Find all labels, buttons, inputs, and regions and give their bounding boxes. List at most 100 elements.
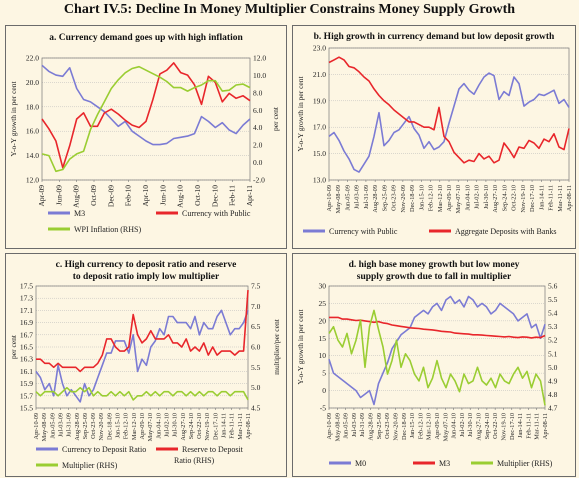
- y-right-tick-label: 4.0: [253, 123, 263, 132]
- x-tick-label: Sep-25-09: [376, 413, 383, 439]
- y-tick-label: 12.0: [26, 176, 39, 185]
- x-tick-label: Mar-12-10: [426, 413, 433, 440]
- y-tick-label: 16.7: [20, 330, 33, 339]
- legend-label: Currency with Public: [329, 227, 398, 236]
- x-tick-label: Oct-22-10: [511, 185, 518, 211]
- y-tick-label: 17.5: [20, 282, 33, 291]
- x-tick-label: Jul-30-10: [172, 413, 179, 437]
- x-tick-label: Jan-15-10: [409, 413, 416, 438]
- y-tick-label: 17.1: [20, 306, 33, 315]
- series-line-red: [329, 316, 546, 339]
- x-tick-label: Apr-10-09: [33, 413, 40, 439]
- y-tick-label: 5: [322, 369, 326, 378]
- x-tick-label: Feb-12-10: [417, 413, 424, 439]
- x-tick-label: Sep-24-10: [484, 413, 491, 439]
- series-line-red: [41, 62, 251, 169]
- series-line-red: [36, 290, 249, 373]
- x-tick-label: Feb-11-11: [525, 413, 532, 439]
- x-tick-label: Nov-20-09: [400, 185, 407, 213]
- y-right-tick-label: 8.0: [253, 88, 263, 97]
- panel-title: a. Currency demand goes up with high inf…: [49, 33, 243, 43]
- x-tick-label: Dec-18-09: [106, 413, 113, 440]
- x-tick-label: Dec-18-09: [401, 413, 408, 440]
- x-tick-label: Feb-10: [124, 185, 133, 206]
- y-right-tick-label: 5.0: [548, 363, 558, 372]
- x-tick-label: May-08-09: [335, 185, 342, 213]
- legend-label: Currency with Public: [182, 209, 251, 218]
- y-tick-label: 30: [319, 282, 327, 291]
- panel-title: supply growth due to fall in multiplier: [357, 272, 512, 282]
- y-right-tick-label: 5.2: [548, 336, 558, 345]
- y-right-tick-label: 6.0: [251, 343, 261, 352]
- x-tick-label: Aug-09: [72, 185, 81, 208]
- y-right-tick-label: 5.6: [548, 282, 558, 291]
- x-tick-label: Mar-11-11: [237, 413, 244, 440]
- y-right-tick-label: 2.0: [253, 141, 263, 150]
- x-tick-label: Nov-20-09: [98, 413, 105, 441]
- x-tick-label: Dec-17-10: [529, 185, 536, 212]
- y-tick-label: 20.0: [26, 78, 39, 87]
- x-tick-label: Jan-14-11: [517, 413, 524, 438]
- y-right-tick-label: 5.1: [548, 349, 558, 358]
- panel-title: c. High currency to deposit ratio and re…: [56, 260, 237, 270]
- panel-c: c. High currency to deposit ratio and re…: [5, 253, 287, 477]
- x-tick-label: Feb-11: [228, 185, 237, 206]
- y-tick-label: 16.1: [20, 367, 33, 376]
- y-tick-label: -5: [320, 404, 326, 413]
- y-tick-label: 20: [319, 316, 327, 325]
- panel-b: b. High growth in currency demand but lo…: [292, 25, 576, 249]
- x-tick-label: Oct-22-10: [196, 413, 203, 439]
- x-tick-label: May-07-10: [147, 413, 154, 441]
- x-tick-label: Nov-20-09: [392, 413, 399, 441]
- x-tick-label: Apr-08-11: [245, 413, 252, 439]
- y-axis-label: per cent: [9, 334, 18, 359]
- y-axis-label: Y-o-Y growth in per cent: [9, 81, 18, 157]
- x-tick-label: Jun-05-09: [343, 413, 350, 439]
- y-tick-label: 15.0: [313, 149, 326, 158]
- x-tick-label: Aug-28-09: [368, 413, 375, 441]
- x-tick-label: Jan-15-10: [115, 413, 122, 438]
- y-tick-label: 16.3: [20, 355, 33, 364]
- x-tick-label: Dec-17-10: [509, 413, 516, 440]
- y-tick-label: 15: [319, 334, 327, 343]
- y-tick-label: 15.5: [20, 404, 33, 413]
- x-tick-label: Nov-19-10: [520, 185, 527, 213]
- x-tick-label: Apr-09-10: [434, 413, 441, 439]
- x-tick-label: Jul-03-09: [351, 413, 358, 437]
- figure-title: Chart IV.5: Decline In Money Multiplier …: [63, 2, 516, 17]
- y-tick-label: 15.9: [20, 379, 33, 388]
- x-tick-label: Feb-12-10: [123, 413, 130, 439]
- chart-svg: d. high base money growth but low money s…: [296, 260, 558, 468]
- y-right-tick-label: 5.5: [251, 363, 261, 372]
- x-tick-label: Apr-10-09: [326, 185, 333, 211]
- y-right-tick-label: 4.8: [548, 390, 558, 399]
- x-tick-label: Dec-18-09: [409, 185, 416, 212]
- y-right-tick-label: 6.0: [253, 106, 263, 115]
- x-tick-label: May-08-09: [41, 413, 48, 441]
- x-tick-label: Apr-09-10: [139, 413, 146, 439]
- y-right-tick-label: 4.7: [548, 404, 558, 413]
- x-tick-label: Jan-14-11: [538, 185, 545, 210]
- legend-label: M0: [355, 459, 366, 468]
- x-tick-label: Aug-27-10: [492, 185, 499, 213]
- x-tick-label: Jul-31-09: [359, 413, 366, 437]
- y-tick-label: 15.7: [20, 391, 33, 400]
- y-tick-label: 16.9: [20, 318, 33, 327]
- x-tick-label: Mar-12-10: [437, 185, 444, 212]
- series-line-green: [328, 309, 546, 406]
- x-tick-label: Jul-02-10: [474, 185, 481, 209]
- series-line-green: [41, 65, 251, 173]
- y-axis-label: Y-o-Y growth in per cent: [296, 309, 305, 385]
- panel-a: a. Currency demand goes up with high inf…: [5, 25, 287, 249]
- y-tick-label: 16.5: [20, 343, 33, 352]
- x-tick-label: Jan-15-10: [418, 185, 425, 210]
- x-tick-label: May-07-10: [455, 185, 462, 213]
- y-axis-label: Y-o-Y growth in per cent: [296, 76, 305, 152]
- x-tick-label: Mar-12-10: [131, 413, 138, 440]
- x-tick-label: Apr-10-09: [326, 413, 333, 439]
- x-tick-label: Dec-09: [106, 185, 115, 207]
- y-right-axis-label: per cent: [271, 106, 280, 131]
- chart-svg: a. Currency demand goes up with high inf…: [9, 33, 280, 234]
- x-tick-label: Jul-30-10: [483, 185, 490, 209]
- x-tick-label: Mar-11-11: [534, 413, 541, 440]
